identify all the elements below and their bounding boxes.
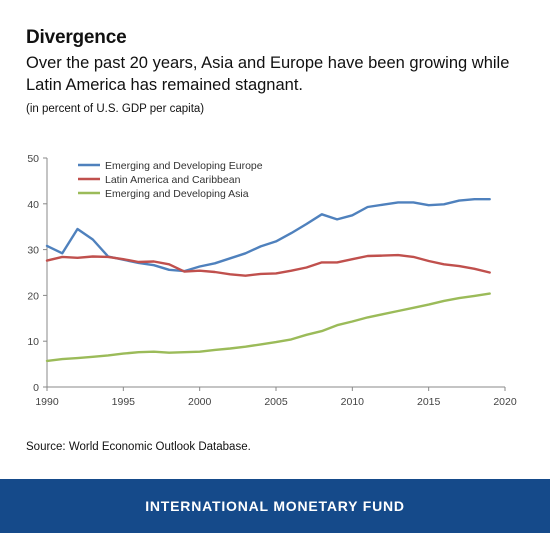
legend-label: Emerging and Developing Asia — [105, 188, 249, 200]
unit-note: (in percent of U.S. GDP per capita) — [26, 103, 205, 115]
chart-legend: Emerging and Developing Europe Latin Amer… — [78, 160, 263, 200]
x-tick-label: 2010 — [341, 396, 365, 408]
legend-label: Latin America and Caribbean — [105, 174, 241, 186]
y-tick-label: 10 — [27, 336, 39, 348]
series-line-3 — [45, 292, 491, 363]
series-line-2 — [45, 253, 491, 277]
chart-title: Divergence — [26, 27, 127, 48]
x-tick-label: 2005 — [264, 396, 288, 408]
imf-brand-text: INTERNATIONAL MONETARY FUND — [145, 498, 405, 514]
y-tick-label: 40 — [27, 199, 39, 211]
legend-label: Emerging and Developing Europe — [105, 160, 263, 172]
x-tick-label: 2015 — [417, 396, 441, 408]
chart-series — [45, 198, 491, 363]
x-tick-label: 2020 — [493, 396, 517, 408]
y-tick-label: 50 — [27, 153, 39, 165]
x-tick-label: 1995 — [112, 396, 136, 408]
y-tick-label: 30 — [27, 245, 39, 257]
x-tick-label: 2000 — [188, 396, 212, 408]
chart-axes: 0 10 20 30 40 50 1990 1995 2000 2005 2010 2015 2020 — [27, 153, 517, 408]
chart-subtitle: Over the past 20 years, Asia and Europe … — [26, 54, 510, 94]
y-tick-label: 20 — [27, 290, 39, 302]
source-note: Source: World Economic Outlook Database. — [26, 441, 251, 453]
y-tick-label: 0 — [33, 382, 39, 394]
x-tick-label: 1990 — [35, 396, 59, 408]
imf-footer-banner: INTERNATIONAL MONETARY FUND — [0, 479, 550, 533]
